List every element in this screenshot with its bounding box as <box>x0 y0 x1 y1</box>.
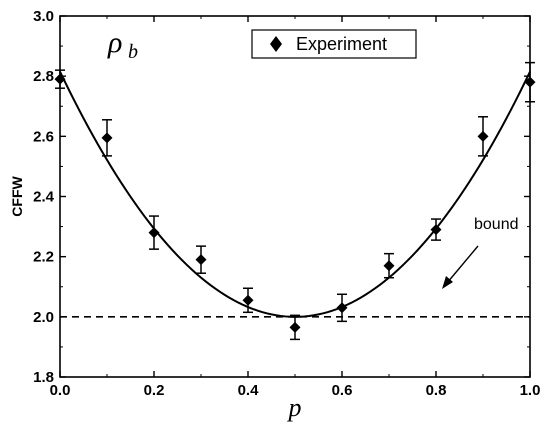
y-tick-label: 3.0 <box>33 8 54 25</box>
y-tick-label: 2.4 <box>33 189 55 206</box>
x-tick-label: 1.0 <box>520 382 541 399</box>
data-point <box>477 116 489 157</box>
data-point <box>54 69 66 89</box>
x-tick-label: 0.6 <box>332 382 353 399</box>
y-tick-label: 1.8 <box>33 369 54 386</box>
x-tick-label: 0.2 <box>144 382 165 399</box>
diamond-marker <box>54 73 66 85</box>
diamond-marker <box>524 76 536 88</box>
diamond-marker <box>383 260 395 272</box>
data-point <box>336 293 348 323</box>
bound-arrow-head <box>442 276 453 289</box>
legend-label: Experiment <box>296 34 387 54</box>
y-tick-label: 2.0 <box>33 309 54 326</box>
data-point <box>524 61 536 103</box>
data-point <box>242 287 254 314</box>
diamond-marker <box>289 321 301 333</box>
corner-label-subscript: b <box>128 41 138 63</box>
data-point <box>383 252 395 279</box>
corner-label: ρ <box>107 26 122 59</box>
x-tick-label: 0.8 <box>426 382 447 399</box>
bound-arrow-line <box>446 245 479 284</box>
diamond-marker <box>148 227 160 239</box>
legend: Experiment <box>251 29 417 59</box>
bound-label: bound <box>474 216 519 233</box>
x-tick-label: 0.4 <box>238 382 260 399</box>
plot-area: 1.8 2.0 2.2 2.4 2.6 2.8 3.0 0.0 0.2 0.4 0.6 0.8 1.0 C… <box>9 8 540 422</box>
y-axis-title: CFFW <box>9 176 25 217</box>
diamond-marker <box>242 294 254 306</box>
diamond-marker <box>101 132 113 144</box>
diamond-marker <box>430 224 442 236</box>
data-point <box>148 215 160 250</box>
y-tick-label: 2.6 <box>33 128 54 145</box>
diamond-marker <box>195 254 207 266</box>
diamond-marker <box>477 130 489 142</box>
data-point <box>101 119 113 157</box>
y-tick-label: 2.2 <box>33 249 54 266</box>
data-point <box>195 245 207 274</box>
legend-marker <box>270 36 282 52</box>
x-axis-title: p <box>287 393 302 422</box>
y-tick-label: 2.8 <box>33 68 54 85</box>
fit-curve <box>59 71 531 318</box>
data-point <box>289 314 301 341</box>
diamond-marker <box>336 302 348 314</box>
x-tick-label: 0.0 <box>50 382 71 399</box>
data-point <box>430 218 442 241</box>
